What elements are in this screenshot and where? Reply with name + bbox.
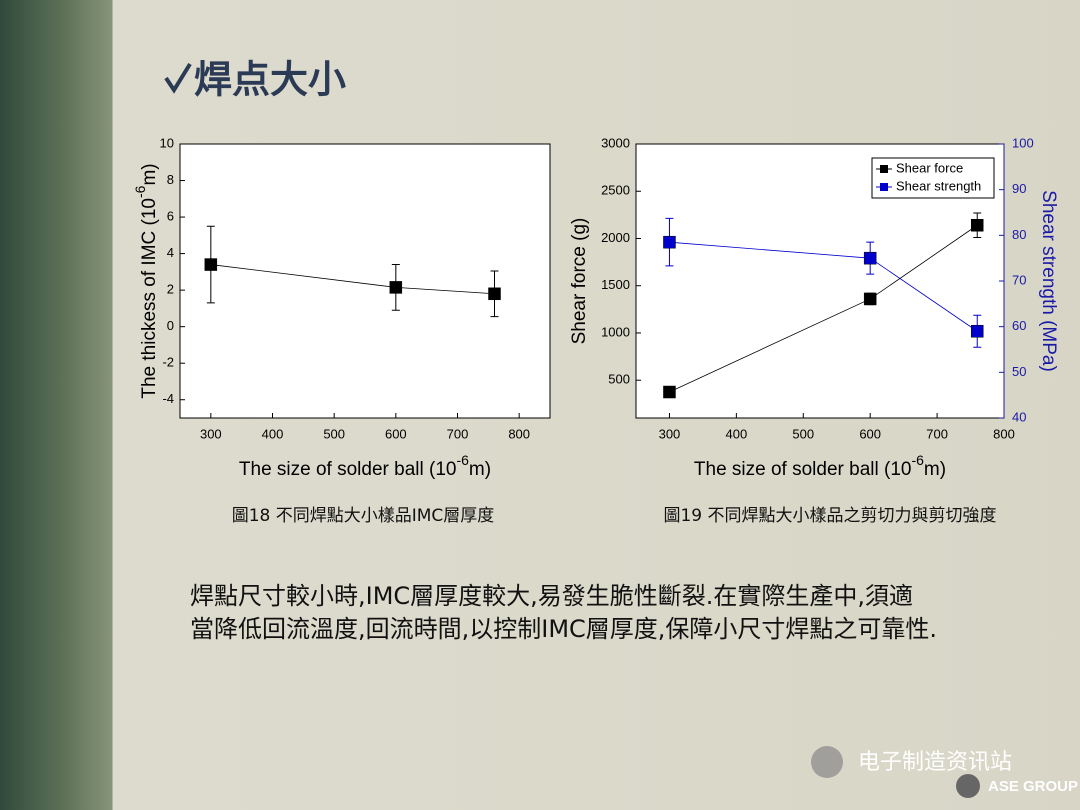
x-tick-label: 600 (385, 426, 407, 441)
logo-icon (956, 774, 980, 798)
y-tick-label: 8 (167, 172, 174, 187)
y-tick-label: 2000 (601, 230, 630, 245)
y-tick-label: 500 (608, 372, 630, 387)
y-tick-label: 3000 (601, 135, 630, 150)
legend-marker (880, 183, 888, 191)
plot-area (179, 143, 551, 419)
legend-label: Shear strength (896, 178, 981, 193)
x-tick-label: 500 (792, 426, 814, 441)
y-tick-label: 0 (167, 318, 174, 333)
y-tick-label: 2 (167, 282, 174, 297)
marker (863, 251, 877, 265)
x-axis-label-part: The size of solder ball (10 (239, 459, 457, 480)
x-axis-label-part: m) (469, 459, 491, 480)
watermark: 电子制造资讯站 (858, 750, 1012, 775)
x-tick-label: 700 (926, 426, 948, 441)
marker (970, 324, 984, 338)
y2-axis-label: Shear strength (MPa) (1038, 190, 1059, 372)
y2-tick-label: 100 (1012, 135, 1034, 150)
caption: 圖19 不同焊點大小樣品之剪切力與剪切強度 (663, 506, 996, 526)
x-tick-label: 700 (447, 426, 469, 441)
y-axis-label-part: m) (139, 163, 160, 185)
y-axis-label: The thickess of IMC (10-6m) (132, 163, 160, 398)
marker (970, 219, 984, 232)
y2-tick-label: 40 (1012, 409, 1026, 424)
y2-tick-label: 80 (1012, 227, 1026, 242)
wechat-icon (811, 746, 843, 778)
marker (863, 292, 877, 306)
x-tick-label: 600 (859, 426, 881, 441)
y-tick-label: 1000 (601, 324, 630, 339)
x-axis-label-part: -6 (911, 452, 924, 468)
check-icon (164, 62, 192, 94)
y-axis-label-part: -6 (132, 185, 148, 198)
marker (663, 385, 676, 399)
legend-label: Shear force (896, 160, 963, 175)
y-axis-label: Shear force (g) (569, 218, 590, 345)
x-tick-label: 400 (262, 426, 284, 441)
y-tick-label: 1500 (601, 277, 630, 292)
caption: 圖18 不同焊點大小樣品IMC層厚度 (232, 506, 495, 526)
y2-tick-label: 50 (1012, 364, 1026, 379)
y2-tick-label: 60 (1012, 318, 1026, 333)
x-tick-label: 800 (993, 426, 1015, 441)
body-text: 焊點尺寸較小時,IMC層厚度較大,易發生脆性斷裂.在實際生產中,須適 (190, 582, 913, 610)
x-axis-label: The size of solder ball (10-6m) (694, 452, 946, 480)
y-axis-label-part: The thickess of IMC (10 (139, 198, 160, 399)
logo: ASE GROUP (988, 778, 1078, 795)
marker (204, 258, 218, 271)
x-tick-label: 800 (508, 426, 530, 441)
marker (663, 235, 676, 249)
y2-tick-label: 90 (1012, 181, 1026, 196)
x-axis-label-part: The size of solder ball (10 (694, 459, 912, 480)
marker (488, 287, 501, 301)
x-tick-label: 500 (323, 426, 345, 441)
x-tick-label: 300 (200, 426, 222, 441)
legend-marker (880, 165, 888, 173)
y-tick-label: 6 (167, 209, 174, 224)
y-tick-label: 4 (167, 245, 174, 260)
x-axis-label-part: m) (924, 459, 946, 480)
marker (389, 281, 403, 294)
x-tick-label: 300 (659, 426, 681, 441)
x-tick-label: 400 (726, 426, 748, 441)
y-tick-label: 2500 (601, 183, 630, 198)
y-tick-label: -2 (162, 355, 174, 370)
slide-title: 焊点大小 (194, 58, 346, 102)
y-tick-label: -4 (162, 391, 174, 406)
y2-tick-label: 70 (1012, 272, 1026, 287)
x-axis-label: The size of solder ball (10-6m) (239, 452, 491, 480)
legend-box (871, 157, 995, 199)
y-tick-label: 10 (160, 135, 174, 150)
body-text: 當降低回流溫度,回流時間,以控制IMC層厚度,保障小尺寸焊點之可靠性. (190, 615, 937, 643)
x-axis-label-part: -6 (456, 452, 469, 468)
